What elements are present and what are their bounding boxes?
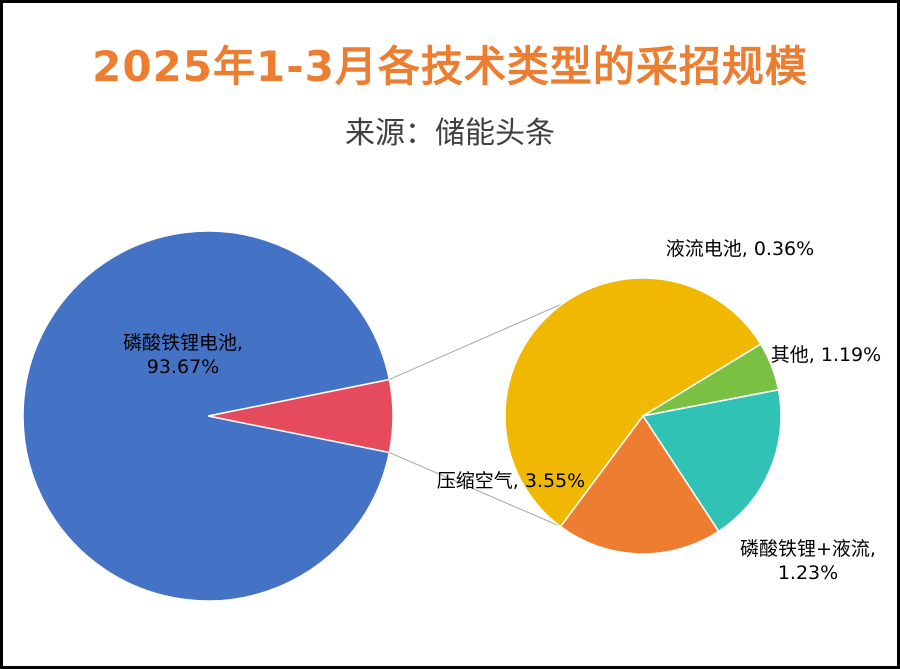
secondary-pie-slice-3 [559,414,720,555]
main-pie [22,230,394,602]
label-磷酸铁锂-plus-液流: 磷酸铁锂+液流, 1.23% [740,538,876,584]
data-labels: 磷酸铁锂电池, 93.67% 压缩空气, 3.55% 液流电池, 0.36% 其他, 1… [123,238,881,584]
label-磷酸铁锂电池: 磷酸铁锂电池, 93.67% [123,332,243,378]
chart-title: 2025年1-3月各技术类型的采招规模 [92,42,808,91]
secondary-pie [504,277,782,555]
secondary-pie-slice-2 [641,388,782,533]
chart-subtitle: 来源：储能头条 [345,116,555,151]
label-其他: 其他, 1.19% [771,344,881,366]
label-压缩空气: 压缩空气, 3.55% [437,470,585,492]
pie-of-pie-chart: 磷酸铁锂电池, 93.67% 压缩空气, 3.55% 液流电池, 0.36% 其他, 1… [22,230,881,602]
main-pie-slice-lfp [22,230,391,602]
label-液流电池: 液流电池, 0.36% [666,238,814,260]
secondary-pie-slice-0 [504,277,762,528]
connector-line-bottom [389,452,561,527]
